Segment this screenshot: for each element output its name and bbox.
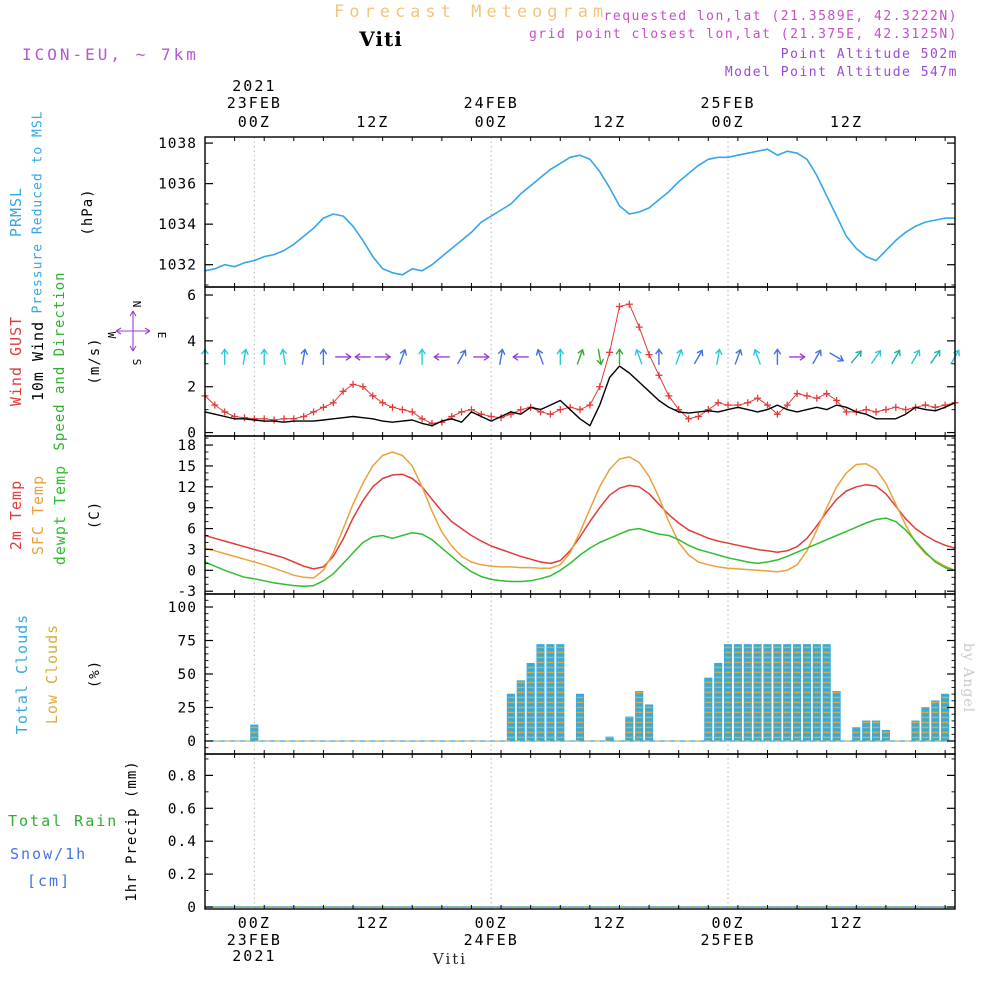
svg-text:25FEB: 25FEB — [700, 94, 755, 112]
svg-text:0: 0 — [187, 563, 197, 579]
svg-text:N: N — [130, 301, 143, 308]
svg-text:2: 2 — [187, 380, 197, 396]
svg-text:4: 4 — [187, 334, 197, 350]
page-title: Forecast Meteogram — [334, 2, 609, 22]
svg-text:12Z: 12Z — [830, 113, 863, 131]
svg-text:12: 12 — [178, 480, 197, 496]
svg-text:24FEB: 24FEB — [464, 931, 519, 949]
footer-station-label: Viti — [432, 950, 468, 968]
svg-text:00Z: 00Z — [238, 914, 271, 932]
svg-text:6: 6 — [187, 522, 197, 538]
svg-text:00Z: 00Z — [711, 113, 744, 131]
svg-text:75: 75 — [178, 633, 197, 649]
requested-lonlat: requested lon,lat (21.3589E, 42.3222N) — [603, 9, 958, 24]
svg-text:0: 0 — [187, 734, 197, 750]
svg-text:0.4: 0.4 — [168, 834, 197, 850]
svg-text:2021: 2021 — [232, 77, 276, 95]
grid-point-lonlat: grid point closest lon,lat (21.375E, 42.… — [528, 27, 958, 42]
svg-text:0.2: 0.2 — [168, 867, 197, 883]
svg-text:12Z: 12Z — [356, 914, 389, 932]
svg-text:3: 3 — [187, 542, 197, 558]
svg-text:9: 9 — [187, 501, 197, 517]
svg-text:25FEB: 25FEB — [700, 931, 755, 949]
svg-text:0.6: 0.6 — [168, 801, 197, 817]
svg-text:0: 0 — [187, 900, 197, 916]
svg-text:00Z: 00Z — [475, 914, 508, 932]
svg-text:E: E — [155, 332, 168, 339]
svg-text:0: 0 — [187, 426, 197, 442]
precip-snow-label: Snow/1h — [10, 845, 88, 863]
svg-text:2021: 2021 — [232, 947, 276, 965]
svg-text:12Z: 12Z — [830, 914, 863, 932]
precip-cm-label: [cm] — [27, 872, 72, 890]
svg-text:12Z: 12Z — [593, 113, 626, 131]
svg-text:-3: -3 — [178, 584, 197, 600]
svg-text:S: S — [130, 359, 143, 366]
svg-text:0.8: 0.8 — [168, 768, 197, 784]
svg-text:18: 18 — [178, 438, 197, 454]
svg-text:23FEB: 23FEB — [227, 931, 282, 949]
svg-text:25: 25 — [178, 701, 197, 717]
svg-text:1034: 1034 — [158, 217, 197, 233]
point-altitude: Point Altitude 502m — [780, 47, 958, 62]
svg-text:23FEB: 23FEB — [227, 94, 282, 112]
station-title: Viti — [359, 27, 403, 51]
svg-text:1032: 1032 — [158, 258, 197, 274]
svg-text:6: 6 — [187, 288, 197, 304]
svg-text:00Z: 00Z — [238, 113, 271, 131]
svg-text:1038: 1038 — [158, 136, 197, 152]
svg-text:24FEB: 24FEB — [464, 94, 519, 112]
precip-rain-label: Total Rain — [8, 812, 119, 830]
svg-text:00Z: 00Z — [475, 113, 508, 131]
svg-text:W: W — [105, 332, 118, 339]
model-label: ICON-EU, ~ 7km — [22, 45, 199, 64]
model-point-altitude: Model Point Altitude 547m — [724, 65, 958, 80]
svg-text:1036: 1036 — [158, 177, 197, 193]
svg-text:50: 50 — [178, 667, 197, 683]
svg-text:12Z: 12Z — [593, 914, 626, 932]
svg-text:12Z: 12Z — [356, 113, 389, 131]
svg-text:00Z: 00Z — [711, 914, 744, 932]
svg-text:15: 15 — [178, 459, 197, 475]
svg-text:100: 100 — [168, 600, 197, 616]
